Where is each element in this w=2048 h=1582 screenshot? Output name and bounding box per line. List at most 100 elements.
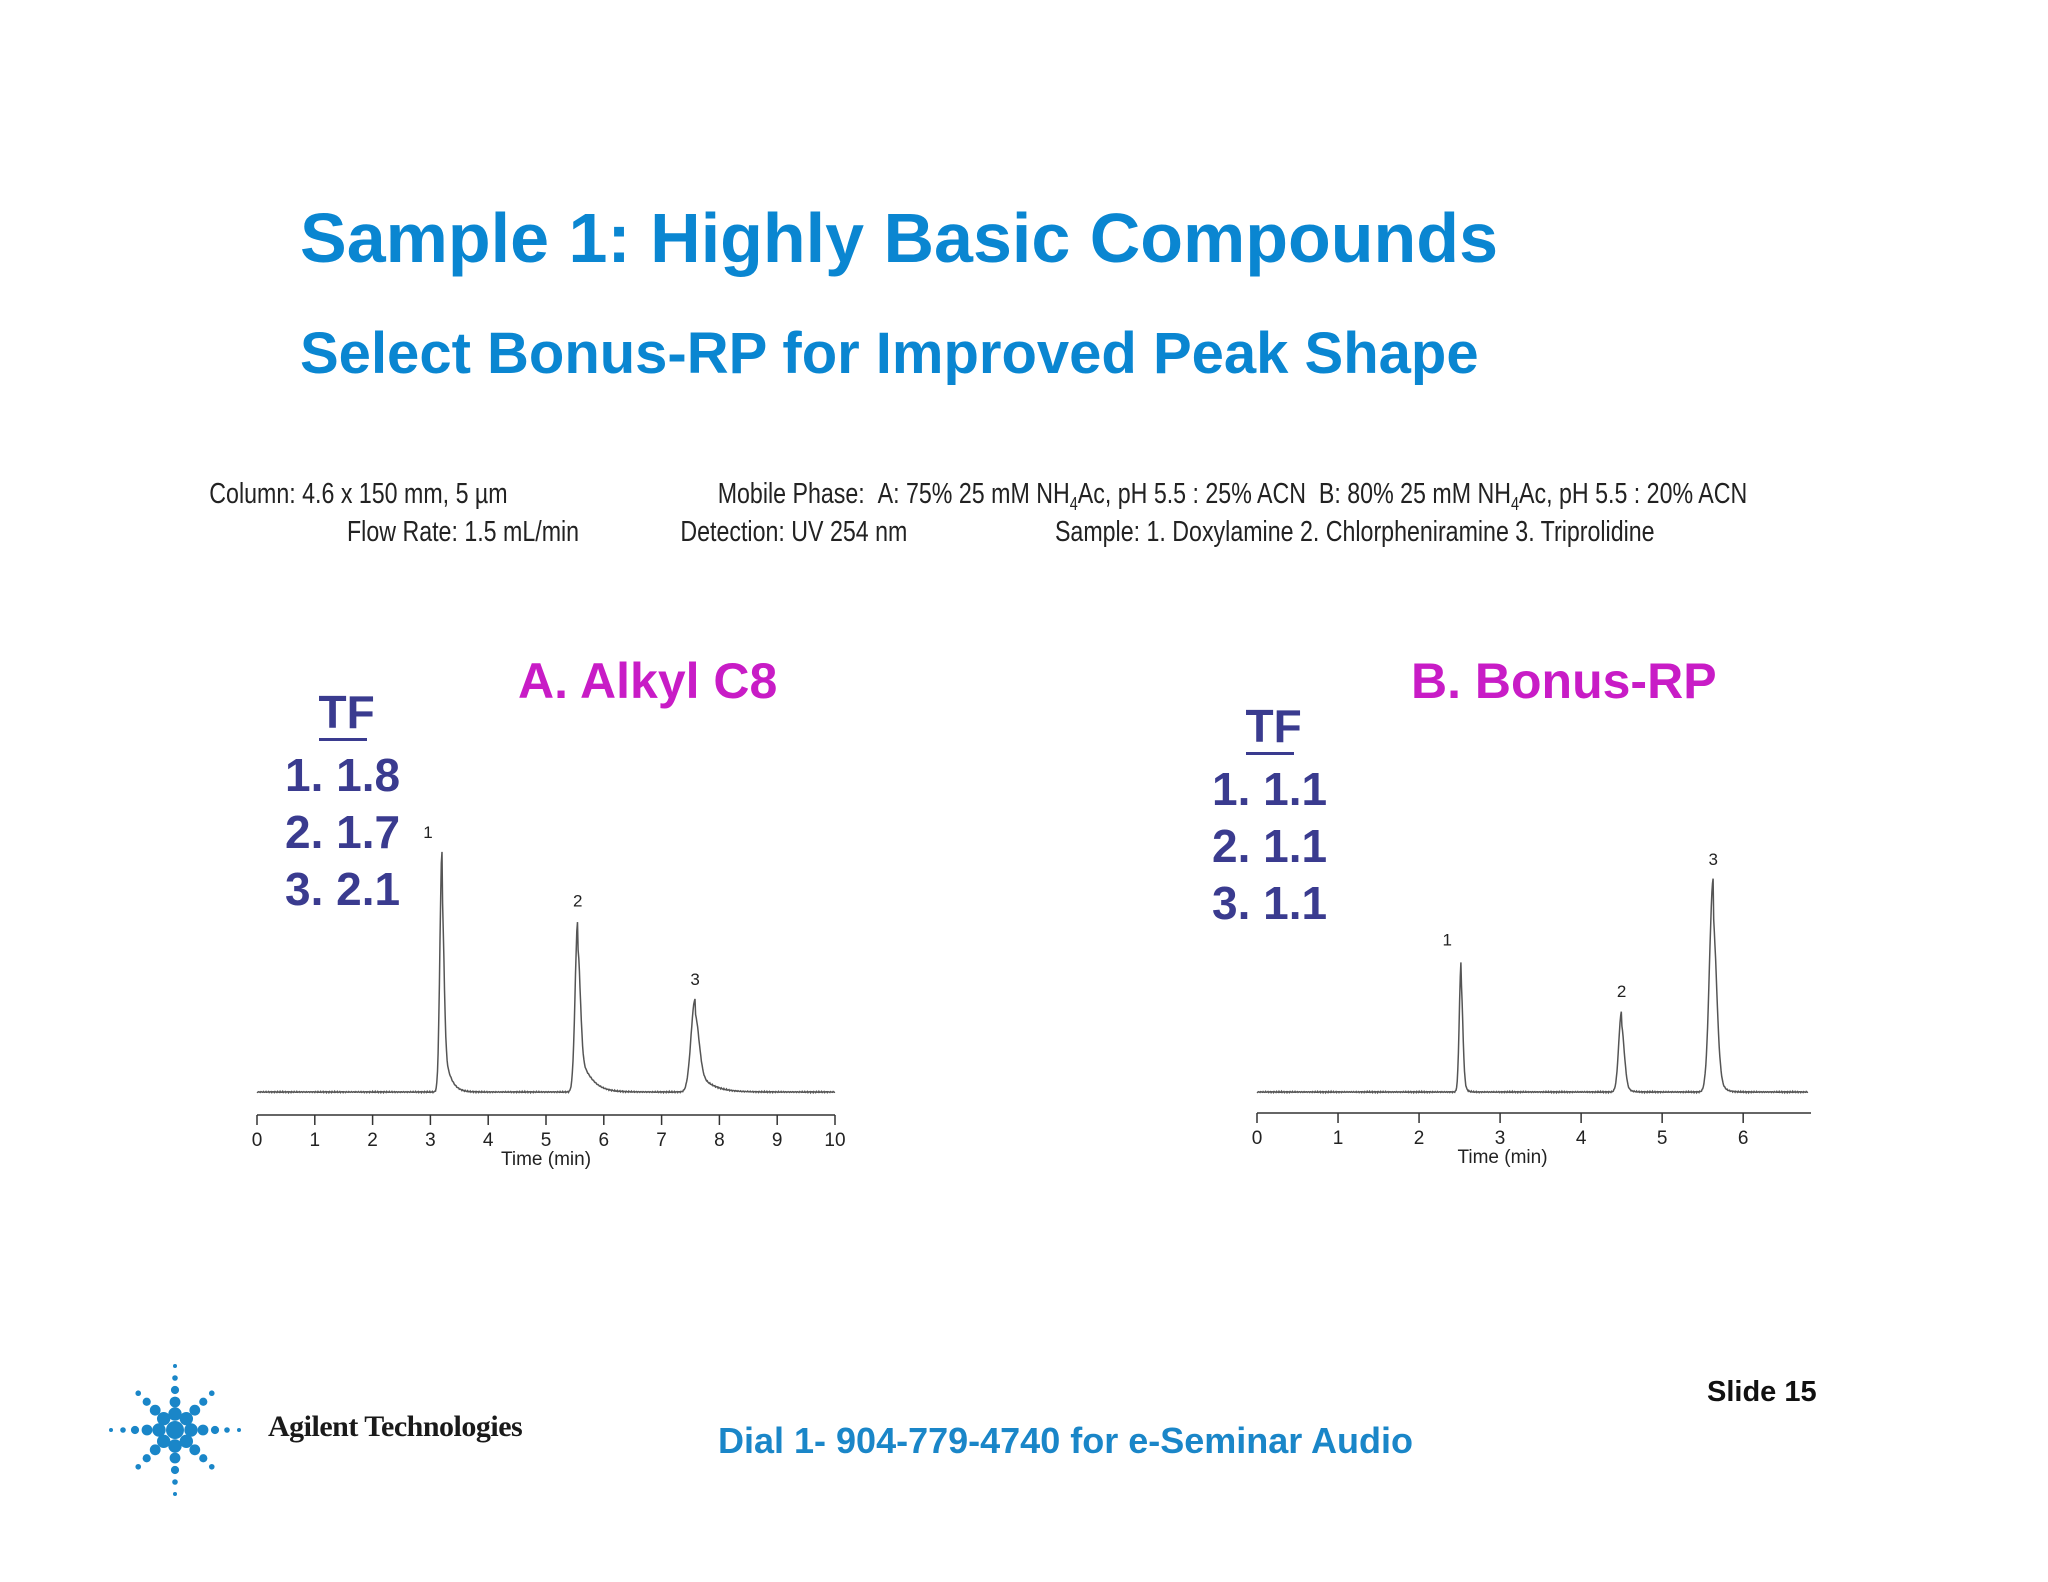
logo-dot xyxy=(149,1404,161,1416)
brand-name: Agilent Technologies xyxy=(268,1410,523,1443)
logo-dot xyxy=(173,1364,177,1368)
column-spec: Column: 4.6 x 150 mm, 5 µm xyxy=(209,478,508,510)
logo-dot xyxy=(224,1427,230,1433)
chart-a-peak-label-2: 2 xyxy=(573,892,582,911)
logo-dot xyxy=(184,1423,198,1437)
mobile-phase-a-pre: A: 75% 25 mM NH xyxy=(877,478,1070,510)
mobile-phase-label: Mobile Phase: xyxy=(717,478,865,510)
logo-dot xyxy=(237,1428,241,1432)
slide-number: Slide 15 xyxy=(1707,1376,1817,1408)
logo-dot xyxy=(135,1463,142,1470)
logo-dot xyxy=(197,1424,209,1436)
logo-dot xyxy=(120,1427,126,1433)
logo-dot xyxy=(152,1423,166,1437)
logo-dot xyxy=(208,1463,215,1470)
logo-dot xyxy=(142,1397,151,1406)
logo-dot xyxy=(179,1411,194,1426)
mobile-phase-b-post: Ac, pH 5.5 : 20% ACN xyxy=(1519,478,1748,510)
logo-dot xyxy=(149,1444,161,1456)
panel-a-tf-2: 2. 1.7 xyxy=(285,806,401,858)
chart-b-x-tick-label: 6 xyxy=(1738,1128,1749,1149)
logo-dot xyxy=(170,1465,180,1475)
logo-dot xyxy=(199,1454,208,1463)
logo-dot xyxy=(189,1444,201,1456)
logo-dot xyxy=(142,1454,151,1463)
logo-dot xyxy=(173,1492,177,1496)
flow-rate: Flow Rate: 1.5 mL/min xyxy=(347,516,580,548)
mobile-phase-b-sub: 4 xyxy=(1511,493,1520,514)
sample-list: Sample: 1. Doxylamine 2. Chlorpheniramin… xyxy=(1055,516,1655,548)
panel-b-tf-1: 1. 1.1 xyxy=(1212,763,1328,815)
chart-b-x-tick-label: 2 xyxy=(1414,1128,1425,1149)
logo-dot xyxy=(189,1404,201,1416)
chart-a-x-tick-label: 4 xyxy=(483,1130,494,1151)
logo-dot xyxy=(130,1425,140,1435)
chart-b-x-tick-label: 5 xyxy=(1657,1128,1668,1149)
audio-dial-in: Dial 1- 904-779-4740 for e-Seminar Audio xyxy=(718,1420,1413,1461)
chart-b-x-tick-label: 1 xyxy=(1333,1128,1344,1149)
logo-dot xyxy=(168,1407,182,1421)
chart-b-x-tick-label: 4 xyxy=(1576,1128,1587,1149)
logo-dot xyxy=(168,1439,182,1453)
chart-a-trace xyxy=(256,851,836,1095)
panel-b-tf-3: 3. 1.1 xyxy=(1212,877,1328,929)
panel-b-tf-header: TF xyxy=(1245,700,1302,755)
logo-dot xyxy=(172,1479,178,1485)
logo-dot xyxy=(109,1428,113,1432)
mobile-phase-b-pre: B: 80% 25 mM NH xyxy=(1318,478,1512,510)
logo-dot xyxy=(169,1396,181,1408)
chart-b-peak-label-2: 2 xyxy=(1617,982,1626,1001)
panel-a-tf-1: 1. 1.8 xyxy=(285,749,401,801)
panel-a-tf-3: 3. 2.1 xyxy=(285,863,401,915)
logo-dot xyxy=(169,1452,181,1464)
panel-b-tf-2: 2. 1.1 xyxy=(1212,820,1328,872)
logo-dot xyxy=(208,1390,215,1397)
mobile-phase-a-sub: 4 xyxy=(1069,493,1078,514)
chart-b-x-tick-label: 3 xyxy=(1495,1128,1506,1149)
logo-dot xyxy=(141,1424,153,1436)
logo-dot xyxy=(135,1390,142,1397)
slide-subtitle: Select Bonus-RP for Improved Peak Shape xyxy=(300,321,1479,386)
chart-a-x-axis-label: Time (min) xyxy=(501,1149,591,1170)
panel-a-tf-table: TF 1. 1.8 2. 1.7 3. 2.1 xyxy=(285,686,400,918)
logo-dot xyxy=(199,1397,208,1406)
mobile-phase-a-post: Ac, pH 5.5 : 25% ACN xyxy=(1077,478,1306,510)
conditions-line-1: Column: 4.6 x 150 mm, 5 µm Mobile Phase:… xyxy=(0,478,2048,515)
chart-a-x-tick-label: 10 xyxy=(824,1130,845,1151)
logo-dot xyxy=(179,1434,194,1449)
chromatogram-b: 1 2 3 0 1 2 3 4 5 6 Time (min) xyxy=(1252,850,1811,1168)
logo-dot xyxy=(156,1434,171,1449)
conditions-line-2: Flow Rate: 1.5 mL/min Detection: UV 254 … xyxy=(0,516,2048,549)
chart-a-x-tick-label: 2 xyxy=(367,1130,378,1151)
logo-dot xyxy=(172,1375,178,1381)
chart-a-x-tick-label: 0 xyxy=(252,1130,263,1151)
chart-b-peak-label-1: 1 xyxy=(1442,931,1451,950)
logo-dot xyxy=(170,1385,180,1395)
panel-b-tf-table: TF 1. 1.1 2. 1.1 3. 1.1 xyxy=(1212,700,1327,932)
chart-a-x-tick-label: 9 xyxy=(772,1130,783,1151)
detection: Detection: UV 254 nm xyxy=(680,516,908,548)
agilent-spark-logo-icon xyxy=(109,1364,241,1496)
mobile-phase-spec: Mobile Phase: A: 75% 25 mM NH4Ac, pH 5.5… xyxy=(718,478,1748,515)
chart-a-x-tick-label: 5 xyxy=(541,1130,552,1151)
panel-b-title: B. Bonus-RP xyxy=(1411,653,1717,709)
chart-b-peak-label-3: 3 xyxy=(1708,850,1717,869)
slide-title: Sample 1: Highly Basic Compounds xyxy=(300,199,1498,277)
chart-a-x-tick-label: 6 xyxy=(599,1130,610,1151)
panel-a-title: A. Alkyl C8 xyxy=(518,653,778,709)
chart-a-x-tick-label: 7 xyxy=(656,1130,667,1151)
logo-dot xyxy=(156,1411,171,1426)
chart-a-peak-label-3: 3 xyxy=(690,970,699,989)
chart-a-x-tick-label: 3 xyxy=(425,1130,436,1151)
chromatogram-a: 1 2 3 0 1 2 3 4 5 6 7 8 9 10 Time (min) xyxy=(252,823,846,1170)
chart-b-trace xyxy=(1256,878,1809,1095)
chart-a-peak-label-1: 1 xyxy=(423,823,432,842)
chart-a-x-tick-label: 8 xyxy=(714,1130,725,1151)
logo-dot xyxy=(210,1425,220,1435)
chart-a-x-tick-label: 1 xyxy=(310,1130,321,1151)
chart-b-x-axis-label: Time (min) xyxy=(1457,1147,1547,1168)
logo-spark-dots xyxy=(109,1364,241,1496)
logo-dot xyxy=(166,1421,184,1439)
panel-a-tf-header: TF xyxy=(318,686,375,741)
chart-b-x-tick-label: 0 xyxy=(1252,1128,1263,1149)
